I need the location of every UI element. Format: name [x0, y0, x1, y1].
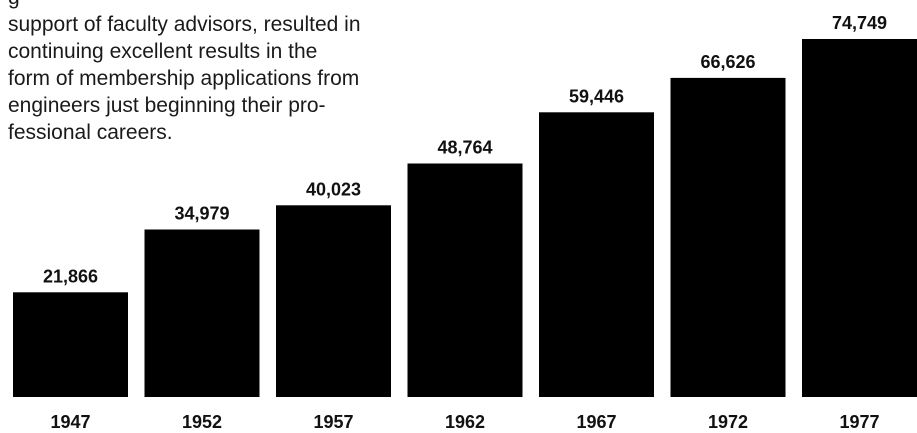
intro-line: form of membership applications from: [8, 67, 360, 90]
bar-value-label: 40,023: [306, 179, 361, 199]
value-labels-layer: 21,866 34,979 40,023 48,764 59,446 66,626 74,7…: [43, 13, 887, 286]
intro-line: engineers just beginning their pro-: [8, 94, 326, 117]
year-tick-label: 1947: [50, 412, 90, 432]
bar-value-label: 74,749: [832, 13, 887, 33]
year-labels-layer: 1947 1952 1957 1962 1967 1972 1977: [50, 412, 879, 432]
bars-layer: [13, 39, 917, 398]
intro-line: support of faculty advisors, resulted in: [8, 13, 361, 36]
year-tick-label: 1972: [708, 412, 748, 432]
bar-value-label: 66,626: [700, 52, 755, 72]
year-tick-label: 1962: [445, 412, 485, 432]
bar-value-label: 48,764: [437, 138, 492, 158]
intro-line: fessional careers.: [8, 121, 173, 144]
year-tick-label: 1977: [839, 412, 879, 432]
bar-value-label: 34,979: [174, 204, 229, 224]
year-tick-label: 1957: [313, 412, 353, 432]
intro-line: g: [8, 0, 428, 11]
intro-paragraph: g support of faculty advisors, resulted …: [8, 0, 428, 146]
year-tick-label: 1967: [576, 412, 616, 432]
bar-value-label: 59,446: [569, 86, 624, 106]
bar-1977: [802, 39, 917, 397]
bar-1972: [670, 77, 786, 398]
year-tick-label: 1952: [182, 412, 222, 432]
bar-1952: [144, 229, 260, 397]
bar-1947: [13, 292, 128, 397]
bar-1957: [276, 205, 391, 397]
bar-1967: [539, 112, 654, 398]
bar-1962: [407, 163, 523, 397]
intro-line: continuing excellent results in the: [8, 40, 318, 63]
bar-value-label: 21,866: [43, 266, 98, 286]
